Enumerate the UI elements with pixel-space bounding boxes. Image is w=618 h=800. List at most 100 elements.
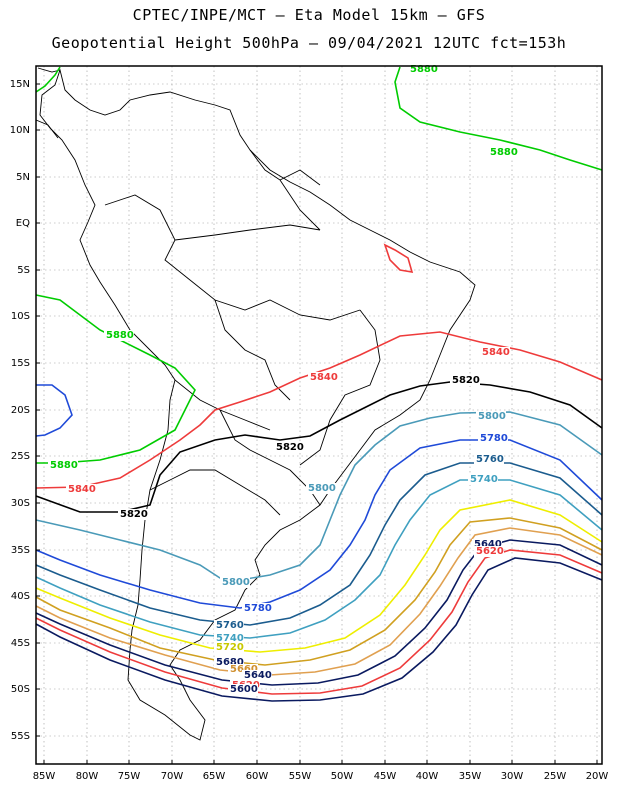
lon-tick-label: 20W (586, 771, 609, 782)
contour-line-5880 (35, 66, 603, 171)
contour-label: 5840 (310, 372, 338, 383)
lon-tick-label: 80W (76, 771, 99, 782)
contour-line-5600 (35, 557, 603, 702)
lon-tick-label: 65W (203, 771, 226, 782)
country-borders (104, 149, 381, 516)
lat-tick-label: 50S (11, 684, 30, 695)
contour-label: 5880 (410, 64, 438, 75)
lat-tick-label: 5S (17, 265, 30, 276)
lon-tick-label: 35W (459, 771, 482, 782)
lat-tick-label: 15S (11, 358, 30, 369)
contour-label-bg (118, 509, 148, 520)
lat-tick-label: 30S (11, 498, 30, 509)
contour-label-bg (214, 633, 244, 644)
contour-label-bg (242, 670, 272, 681)
contour-line-5720 (35, 499, 603, 653)
contour-label: 5880 (490, 147, 518, 158)
contour-label: 5760 (476, 454, 504, 465)
contour-label: 5840 (68, 484, 96, 495)
contour-line-5880 (35, 294, 196, 464)
contour-label-bg (478, 433, 508, 444)
lat-tick-label: 45S (11, 638, 30, 649)
contour-label-bg (214, 657, 244, 668)
contour-label: 5880 (106, 330, 134, 341)
contour-label: 5740 (216, 633, 244, 644)
contour-label-bg (474, 454, 504, 465)
contour-label: 5640 (244, 670, 272, 681)
chart-title-line2: Geopotential Height 500hPa – 09/04/2021 … (51, 34, 567, 52)
contour-label: 5680 (216, 657, 244, 668)
contour-label: 5820 (452, 375, 480, 386)
contour-line-5840 (35, 331, 603, 489)
lat-tick-label: 25S (11, 451, 30, 462)
contour-label-bg (242, 603, 272, 614)
contour-label-bg (228, 664, 258, 675)
contour-label: 5820 (120, 509, 148, 520)
lat-lon-grid (36, 66, 602, 764)
contour-label: 5880 (50, 460, 78, 471)
axis-ticks: 15N 10N 5N EQ 5S 10S 15S 20S 25S 30S 35S 40S 45S 50S 5… (10, 79, 609, 782)
contour-lines (35, 66, 603, 702)
contour-label: 5660 (230, 664, 258, 675)
contour-label-bg (306, 483, 336, 494)
contour-line-5680 (35, 517, 603, 666)
lon-tick-label: 50W (331, 771, 354, 782)
contour-label-bg (214, 642, 244, 653)
lon-tick-label: 70W (161, 771, 184, 782)
contour-line-5780 (35, 439, 603, 609)
lat-tick-label: 5N (16, 172, 30, 183)
contour-label-bg (308, 372, 338, 383)
contour-label-bg (474, 546, 504, 557)
contour-label: 5800 (222, 577, 250, 588)
lon-tick-label: 40W (416, 771, 439, 782)
lon-tick-label: 45W (374, 771, 397, 782)
south-america-coastline (39, 68, 476, 741)
contour-label: 5780 (480, 433, 508, 444)
map-frame (35, 65, 603, 765)
contour-label: 5720 (216, 642, 244, 653)
contour-line-5660 (35, 527, 603, 676)
lat-tick-label: EQ (16, 218, 30, 229)
lat-tick-label: 10S (11, 311, 30, 322)
contour-line-5840 (383, 243, 414, 273)
contour-label: 5840 (482, 347, 510, 358)
contour-label-bg (472, 539, 502, 550)
lat-tick-label: 35S (11, 545, 30, 556)
contour-label-bg (274, 442, 304, 453)
contour-label-bg (468, 474, 498, 485)
contour-label-bg (480, 347, 510, 358)
contour-label-bg (104, 330, 134, 341)
contour-label-bg (476, 411, 506, 422)
lon-tick-label: 60W (246, 771, 269, 782)
contour-labels: 5880 5880 5880 5880 5840 5840 5840 5820 5820 5820… (48, 64, 518, 695)
contour-label: 5600 (230, 684, 258, 695)
contour-label: 5620 (476, 546, 504, 557)
contour-label: 5740 (470, 474, 498, 485)
lon-tick-label: 75W (118, 771, 141, 782)
contour-label-bg (488, 147, 518, 158)
lat-tick-label: 10N (10, 125, 30, 136)
contour-label-bg (220, 577, 250, 588)
contour-label: 5800 (478, 411, 506, 422)
contour-label-bg (408, 64, 438, 75)
contour-label-bg (48, 460, 78, 471)
contour-label: 5760 (216, 620, 244, 631)
contour-line-5780 (35, 384, 73, 437)
contour-line-5800 (35, 411, 603, 581)
lon-tick-label: 30W (501, 771, 524, 782)
contour-label-bg (450, 375, 480, 386)
lat-tick-label: 15N (10, 79, 30, 90)
contour-line-5820 (35, 381, 603, 513)
lat-tick-label: 40S (11, 591, 30, 602)
lat-tick-label: 55S (11, 731, 30, 742)
land-boundaries (35, 67, 476, 741)
contour-label-bg (66, 484, 96, 495)
lon-tick-label: 25W (544, 771, 567, 782)
chart-title-line1: CPTEC/INPE/MCT – Eta Model 15km – GFS (132, 6, 486, 24)
contour-label: 5800 (308, 483, 336, 494)
contour-label-bg (214, 620, 244, 631)
lon-tick-label: 85W (33, 771, 56, 782)
contour-label: 5780 (244, 603, 272, 614)
contour-label-bg (228, 684, 258, 695)
